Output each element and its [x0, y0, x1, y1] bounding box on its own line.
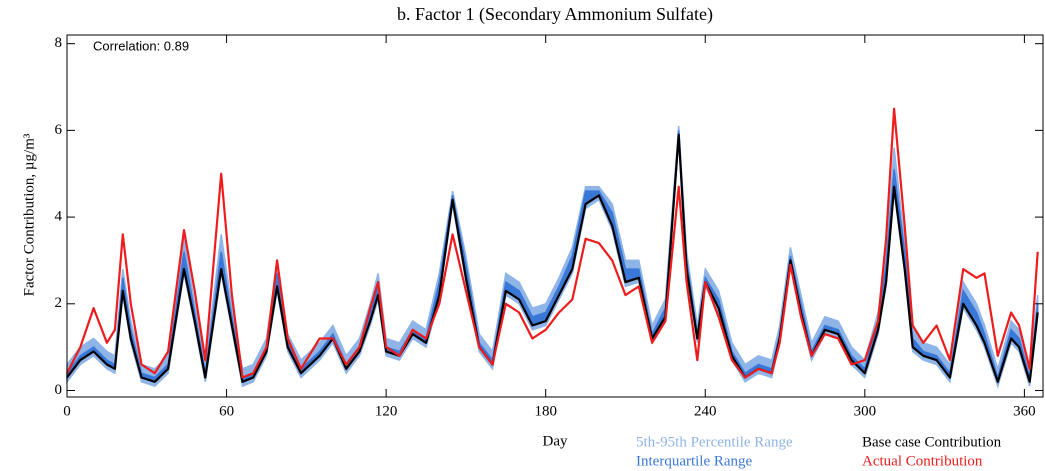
x-axis-label: Day — [543, 433, 568, 449]
x-tick-label: 180 — [534, 403, 557, 419]
y-tick-label: 0 — [55, 382, 63, 398]
series-line — [66, 107, 1039, 379]
y-tick-label: 6 — [55, 122, 63, 138]
x-tick-label: 240 — [694, 403, 717, 419]
legend-entry: Base case Contribution — [862, 434, 1002, 450]
x-tick-label: 120 — [375, 403, 398, 419]
y-tick-label: 8 — [55, 35, 63, 51]
legend-entry: Interquartile Range — [636, 453, 753, 469]
plot-frame — [66, 34, 1044, 398]
annotation: Correlation: 0.89 — [93, 38, 189, 53]
y-tick-label: 2 — [55, 295, 63, 311]
legend-entry: Actual Contribution — [862, 453, 983, 469]
y-axis-label: Factor Contribution, µg/m³ — [21, 133, 37, 296]
x-tick-label: 300 — [854, 403, 877, 419]
x-tick-label: 360 — [1013, 403, 1036, 419]
series-line — [66, 133, 1039, 383]
y-tick-label: 4 — [55, 209, 63, 225]
legend-entry: 5th-95th Percentile Range — [636, 434, 793, 450]
range-band — [66, 125, 1039, 389]
x-tick-label: 0 — [63, 403, 71, 419]
chart-title: b. Factor 1 (Secondary Ammonium Sulfate) — [397, 4, 713, 25]
x-tick-label: 60 — [219, 403, 234, 419]
